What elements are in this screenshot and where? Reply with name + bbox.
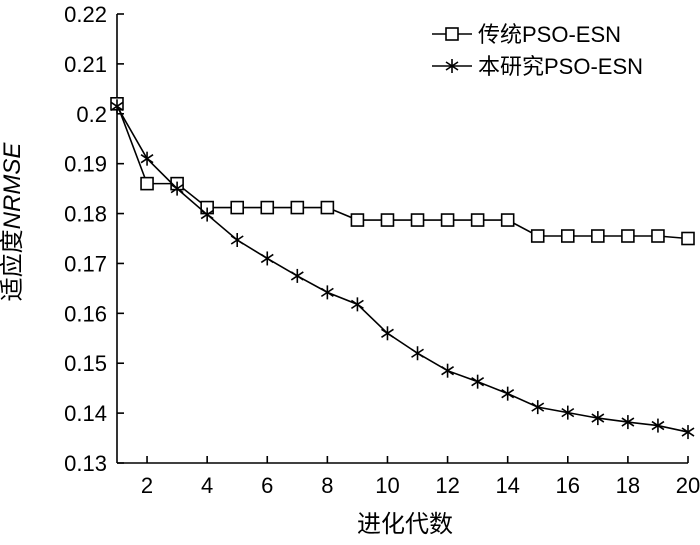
x-tick-label: 16	[556, 473, 580, 498]
x-tick-label: 4	[201, 473, 213, 498]
x-tick-label: 18	[616, 473, 640, 498]
data-point-square	[410, 213, 425, 227]
x-tick-label: 10	[375, 473, 399, 498]
y-tick-label: 0.18	[64, 202, 107, 227]
data-point-square	[350, 213, 365, 227]
data-point-square	[530, 229, 545, 243]
data-point-asterisk	[471, 374, 485, 389]
data-point-asterisk	[501, 386, 515, 401]
data-point-square	[320, 200, 335, 215]
legend-entry-proposed: 本研究PSO-ESN	[432, 54, 643, 79]
data-point-square	[290, 200, 305, 215]
legend-asterisk-marker	[445, 59, 459, 73]
y-tick-label: 0.15	[64, 351, 107, 376]
series-proposed	[110, 99, 695, 440]
data-point-square	[230, 200, 245, 215]
axes	[116, 14, 688, 464]
data-point-asterisk	[531, 400, 545, 415]
data-point-asterisk	[200, 207, 214, 222]
y-tick-label: 0.21	[64, 52, 107, 77]
x-tick-label: 8	[321, 473, 333, 498]
ticks: 0.13 0.14 0.15 0.16 0.17 0.18 0.19 0.2 0.21 0.22 2…	[64, 2, 700, 498]
data-point-asterisk	[381, 326, 394, 341]
legend-square-marker	[445, 27, 459, 41]
data-point-asterisk	[591, 411, 605, 426]
data-point-asterisk	[230, 232, 244, 247]
data-point-asterisk	[110, 99, 124, 114]
data-point-asterisk	[441, 363, 455, 378]
data-point-asterisk	[621, 415, 635, 430]
y-tick-label: 0.16	[64, 301, 107, 326]
data-point-square	[260, 200, 275, 215]
legend-label-proposed: 本研究PSO-ESN	[478, 54, 643, 79]
series-traditional	[110, 97, 695, 246]
x-tick-label: 6	[261, 473, 273, 498]
data-point-square	[470, 213, 485, 227]
series-layer	[110, 97, 695, 440]
y-axis-title-prefix: 适应度	[0, 229, 26, 301]
legend-entry-traditional: 传统PSO-ESN	[432, 22, 621, 47]
x-tick-label: 14	[495, 473, 519, 498]
data-point-square	[500, 213, 515, 227]
data-point-square	[681, 231, 695, 246]
x-tick-label: 2	[141, 473, 153, 498]
data-point-asterisk	[350, 297, 364, 312]
data-point-square	[591, 229, 605, 243]
data-point-square	[651, 229, 665, 243]
x-tick-label: 12	[435, 473, 459, 498]
data-point-asterisk	[260, 251, 274, 266]
y-tick-label: 0.14	[64, 401, 107, 426]
data-point-asterisk	[681, 425, 695, 440]
data-point-asterisk	[290, 268, 304, 283]
data-point-square	[140, 176, 154, 191]
data-point-asterisk	[170, 181, 184, 196]
data-point-square	[440, 213, 455, 227]
data-point-square	[621, 229, 635, 243]
y-tick-label: 0.19	[64, 152, 107, 177]
data-point-square	[560, 229, 575, 243]
y-axis-title: 适应度NRMSE	[0, 142, 26, 302]
x-axis-title: 进化代数	[357, 511, 453, 538]
legend-label-traditional: 传统PSO-ESN	[478, 22, 621, 47]
data-point-asterisk	[140, 151, 154, 166]
data-point-asterisk	[320, 285, 334, 300]
y-tick-label: 0.22	[64, 2, 107, 27]
y-tick-label: 0.17	[64, 251, 107, 276]
y-tick-label: 0.2	[76, 102, 107, 127]
x-tick-label: 20	[676, 473, 700, 498]
y-tick-label: 0.13	[64, 451, 107, 476]
series-line	[116, 105, 689, 433]
data-point-asterisk	[651, 418, 665, 433]
data-point-asterisk	[561, 405, 575, 420]
legend: 传统PSO-ESN 本研究PSO-ESN	[432, 22, 643, 79]
y-axis-title-italic: NRMSE	[0, 142, 26, 230]
data-point-asterisk	[411, 346, 424, 361]
data-point-square	[380, 213, 395, 227]
